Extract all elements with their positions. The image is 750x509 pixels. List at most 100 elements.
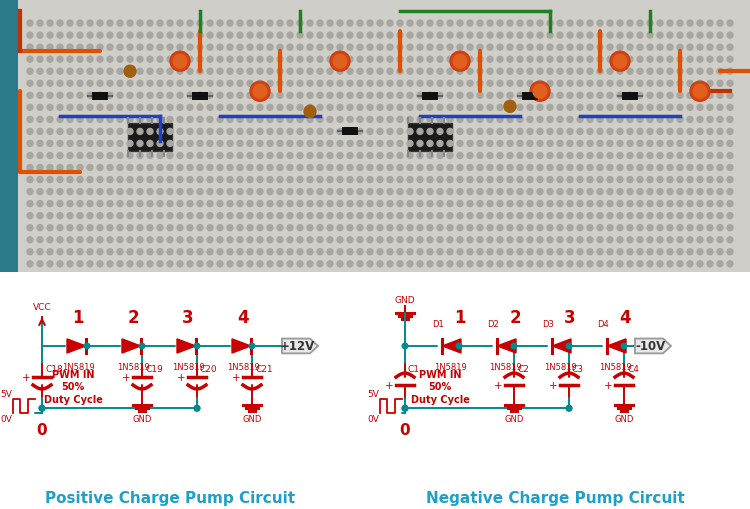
Circle shape (67, 45, 73, 51)
Text: 0: 0 (400, 422, 410, 437)
Circle shape (27, 129, 33, 135)
Circle shape (667, 117, 673, 123)
Circle shape (567, 141, 573, 147)
Circle shape (657, 81, 663, 87)
Circle shape (727, 141, 733, 147)
Circle shape (387, 153, 393, 159)
Circle shape (607, 189, 613, 195)
Circle shape (67, 177, 73, 183)
Circle shape (327, 261, 333, 267)
Bar (192, 93, 208, 101)
Circle shape (127, 153, 133, 159)
Circle shape (707, 237, 713, 243)
Circle shape (487, 201, 493, 207)
Circle shape (397, 81, 403, 87)
Circle shape (607, 225, 613, 231)
Circle shape (187, 21, 193, 27)
Circle shape (327, 201, 333, 207)
Circle shape (667, 45, 673, 51)
Circle shape (167, 249, 173, 256)
Circle shape (517, 141, 523, 147)
Circle shape (407, 177, 413, 183)
Circle shape (427, 201, 433, 207)
Circle shape (587, 57, 593, 63)
Circle shape (447, 81, 453, 87)
Circle shape (147, 237, 153, 243)
Circle shape (407, 81, 413, 87)
Circle shape (37, 129, 43, 135)
Circle shape (247, 57, 253, 63)
Circle shape (247, 213, 253, 219)
Circle shape (397, 45, 403, 51)
Circle shape (157, 105, 163, 111)
Circle shape (247, 93, 253, 99)
Circle shape (527, 189, 533, 195)
Circle shape (687, 225, 693, 231)
Circle shape (67, 201, 73, 207)
Circle shape (117, 129, 123, 135)
Circle shape (597, 213, 603, 219)
Circle shape (457, 93, 463, 99)
Circle shape (377, 261, 383, 267)
Circle shape (167, 141, 173, 147)
Circle shape (457, 69, 463, 75)
Circle shape (297, 213, 303, 219)
Circle shape (467, 141, 473, 147)
Circle shape (247, 225, 253, 231)
Circle shape (627, 45, 633, 51)
Circle shape (117, 33, 123, 39)
Circle shape (207, 33, 213, 39)
Circle shape (577, 189, 583, 195)
Circle shape (157, 189, 163, 195)
Circle shape (207, 261, 213, 267)
Circle shape (547, 81, 553, 87)
Circle shape (537, 261, 543, 267)
Circle shape (347, 237, 353, 243)
Circle shape (267, 45, 273, 51)
Circle shape (557, 261, 563, 267)
Circle shape (607, 213, 613, 219)
Circle shape (357, 201, 363, 207)
Circle shape (237, 249, 243, 256)
Circle shape (237, 225, 243, 231)
Circle shape (727, 153, 733, 159)
Circle shape (327, 93, 333, 99)
Circle shape (317, 177, 323, 183)
Circle shape (297, 141, 303, 147)
Circle shape (67, 141, 73, 147)
Circle shape (697, 189, 703, 195)
Circle shape (487, 93, 493, 99)
Circle shape (567, 225, 573, 231)
Circle shape (27, 213, 33, 219)
Circle shape (447, 45, 453, 51)
Circle shape (77, 261, 83, 267)
Circle shape (527, 69, 533, 75)
Circle shape (337, 45, 343, 51)
Circle shape (477, 69, 483, 75)
Circle shape (307, 129, 313, 135)
Circle shape (457, 57, 463, 63)
Circle shape (337, 201, 343, 207)
Circle shape (287, 33, 293, 39)
Circle shape (267, 165, 273, 171)
Circle shape (267, 117, 273, 123)
Circle shape (497, 153, 503, 159)
Circle shape (187, 129, 193, 135)
Circle shape (237, 93, 243, 99)
Circle shape (667, 225, 673, 231)
Circle shape (547, 153, 553, 159)
Circle shape (457, 213, 463, 219)
Circle shape (267, 153, 273, 159)
Circle shape (437, 213, 443, 219)
Circle shape (727, 57, 733, 63)
Circle shape (377, 201, 383, 207)
Circle shape (717, 225, 723, 231)
Circle shape (487, 117, 493, 123)
Circle shape (617, 153, 623, 159)
Text: 2: 2 (128, 308, 139, 327)
Circle shape (227, 237, 233, 243)
Circle shape (277, 57, 283, 63)
Circle shape (457, 189, 463, 195)
Circle shape (237, 153, 243, 159)
Circle shape (697, 201, 703, 207)
